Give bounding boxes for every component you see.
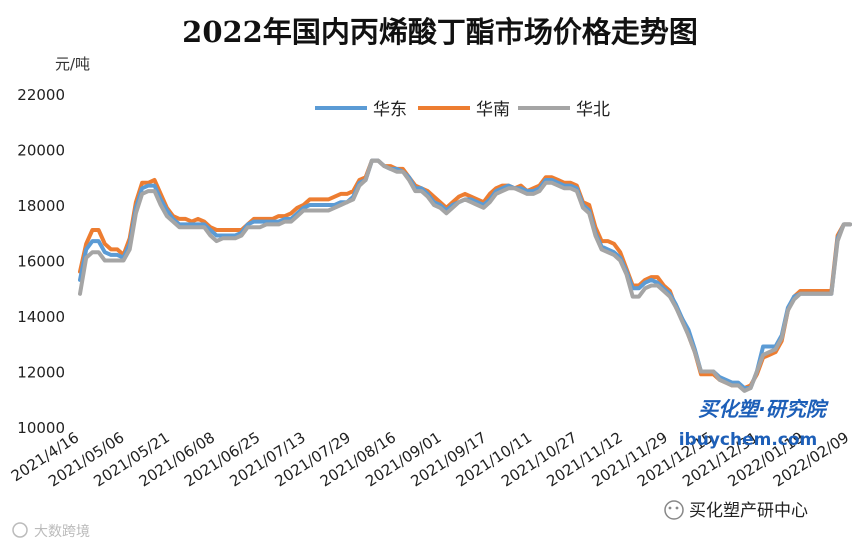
y-tick-label: 10000 (17, 419, 65, 437)
y-tick-label: 12000 (17, 364, 65, 382)
legend-label-2: 华北 (576, 100, 610, 120)
watermark-site: ibuychem.com (679, 430, 818, 450)
series-line-2 (78, 158, 852, 393)
series-lines (78, 158, 852, 393)
corner-watermark: 大数跨境 (12, 522, 90, 540)
y-tick-label: 18000 (17, 197, 65, 215)
corner-watermark-text: 大数跨境 (34, 524, 90, 540)
watermark-brand: 买化塑·研究院 (698, 397, 830, 421)
y-tick-label: 16000 (17, 253, 65, 271)
wechat-watermark: 买化塑产研中心 (664, 500, 808, 521)
chart-title: 2022年国内丙烯酸丁酯市场价格走势图 (182, 15, 698, 49)
y-axis-unit-label: 元/吨 (55, 55, 90, 73)
y-axis: 10000 12000 14000 16000 18000 20000 22000 (17, 86, 65, 437)
y-tick-label: 22000 (17, 86, 65, 104)
corner-logo-icon (12, 522, 28, 538)
legend-label-1: 华南 (476, 100, 510, 120)
watermark-logo: 买化塑·研究院 ibuychem.com (679, 397, 830, 450)
y-tick-label: 14000 (17, 308, 65, 326)
legend-label-0: 华东 (373, 100, 407, 120)
wechat-account: 买化塑产研中心 (689, 501, 808, 521)
legend: 华东 华南 华北 (315, 100, 610, 120)
y-tick-label: 20000 (17, 142, 65, 160)
wechat-icon (664, 500, 684, 520)
